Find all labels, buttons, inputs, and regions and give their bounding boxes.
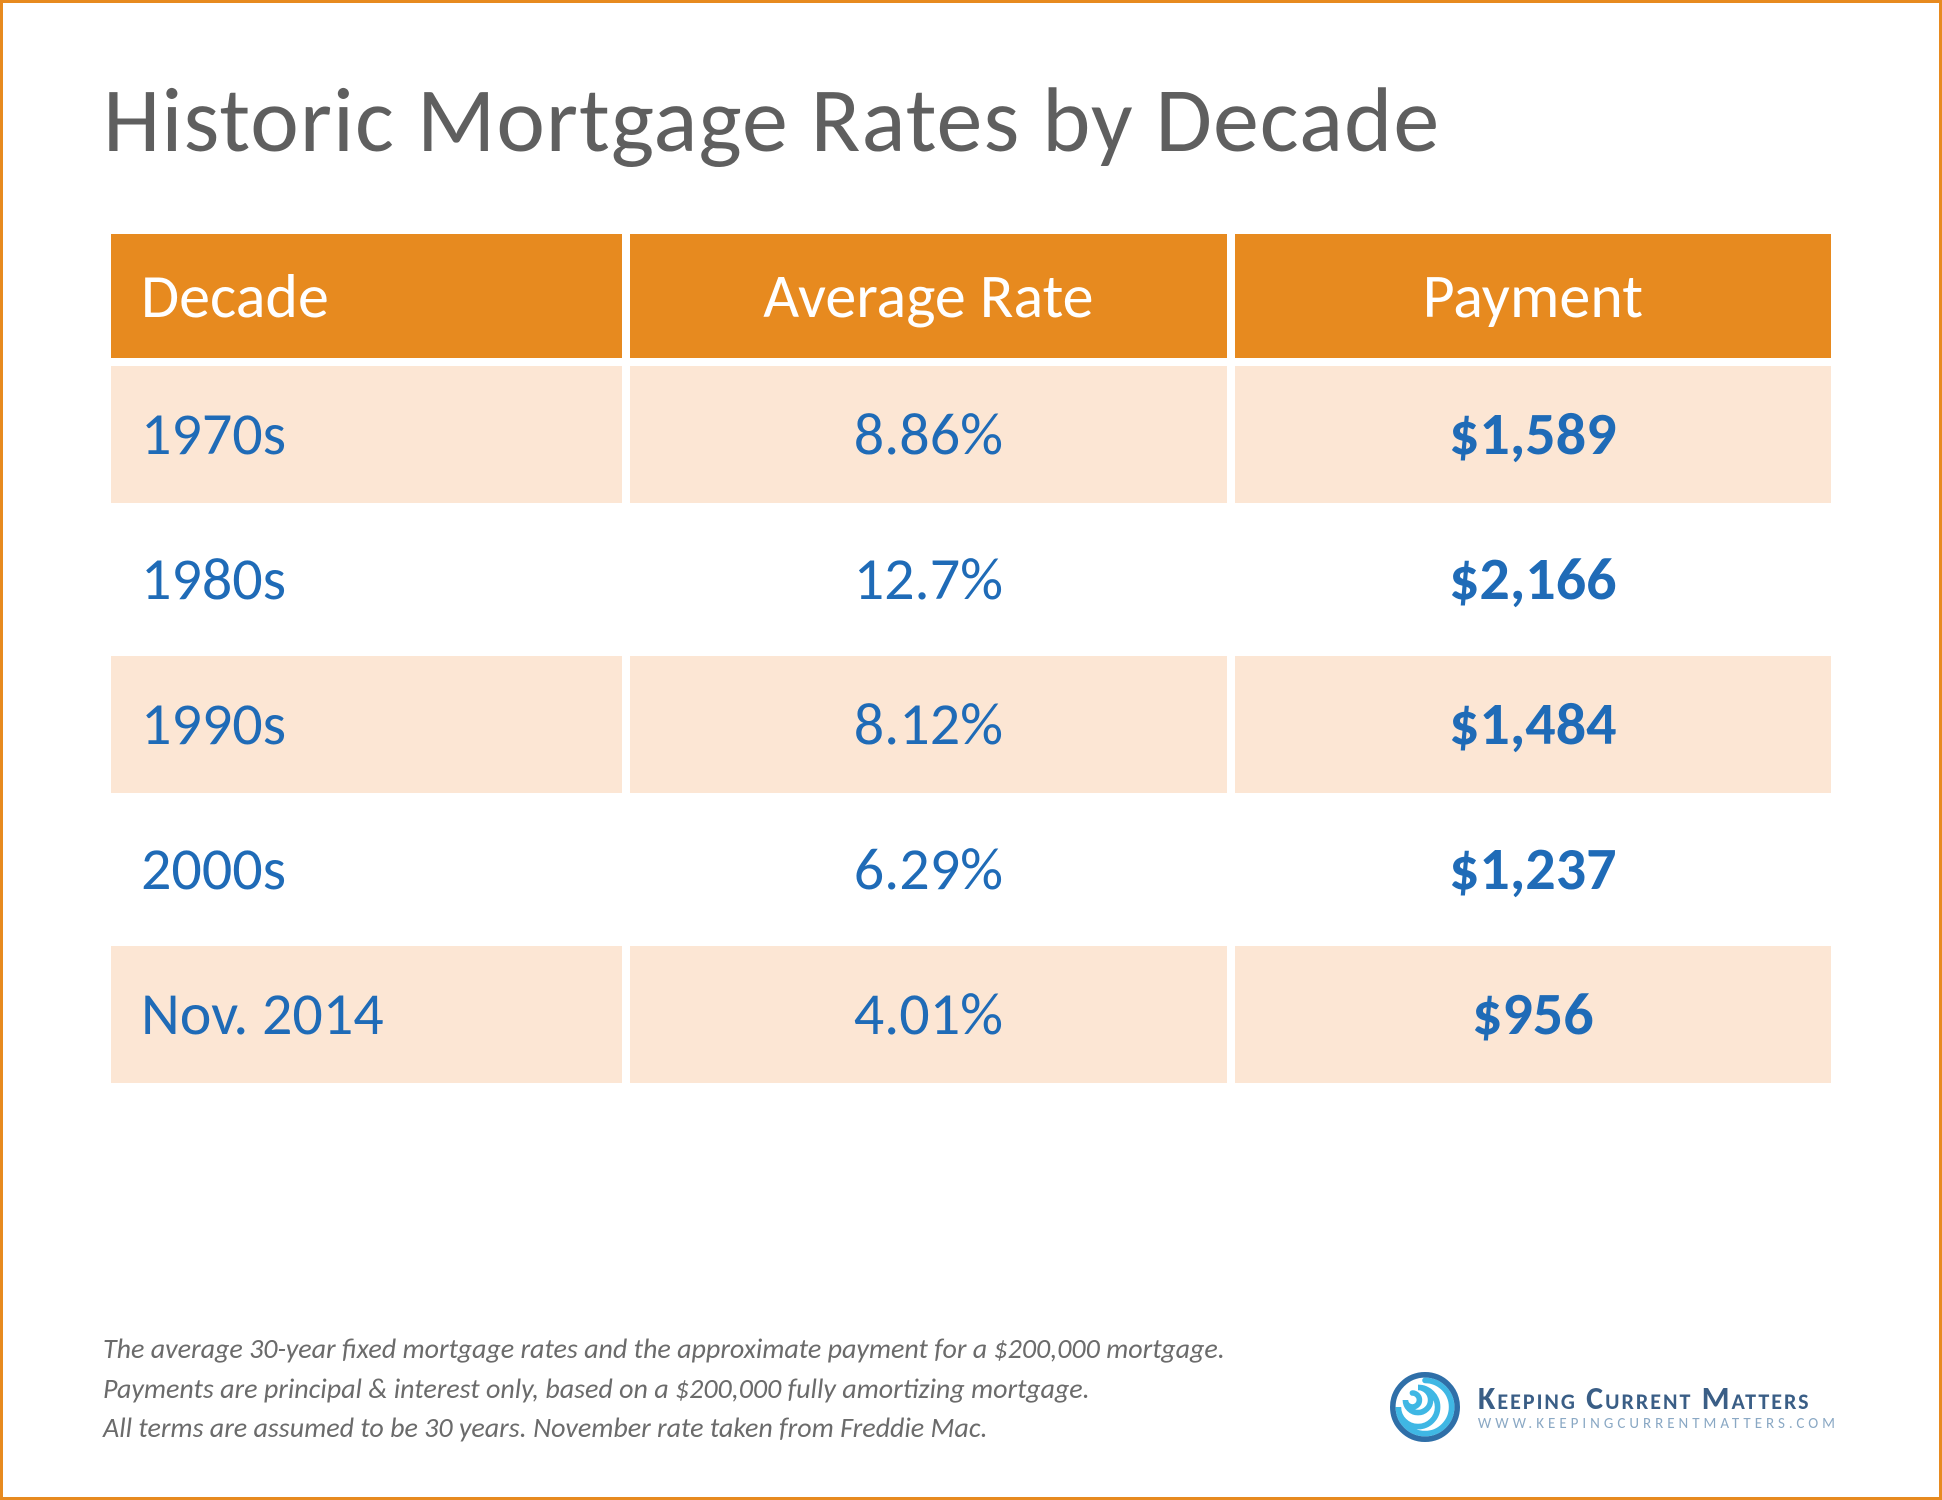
cell-decade: 2000s (111, 801, 622, 938)
infographic-frame: Historic Mortgage Rates by Decade Decade… (0, 0, 1942, 1500)
brand-text: Keeping Current Matters WWW.KEEPINGCURRE… (1478, 1381, 1839, 1433)
table-row: Nov. 2014 4.01% $956 (111, 946, 1831, 1083)
brand-url: WWW.KEEPINGCURRENTMATTERS.COM (1478, 1416, 1839, 1433)
brand-name: Keeping Current Matters (1478, 1381, 1839, 1416)
footnote-line: All terms are assumed to be 30 years. No… (103, 1408, 1403, 1447)
col-header-decade: Decade (111, 234, 622, 358)
table-row: 1980s 12.7% $2,166 (111, 511, 1831, 648)
cell-rate: 8.86% (630, 366, 1226, 503)
footnote: The average 30-year fixed mortgage rates… (103, 1329, 1403, 1447)
brand-logo-icon (1390, 1372, 1460, 1442)
cell-payment: $956 (1235, 946, 1831, 1083)
brand-block: Keeping Current Matters WWW.KEEPINGCURRE… (1390, 1372, 1839, 1442)
cell-rate: 6.29% (630, 801, 1226, 938)
footnote-line: Payments are principal & interest only, … (103, 1369, 1403, 1408)
rates-table: Decade Average Rate Payment 1970s 8.86% … (103, 226, 1839, 1091)
col-header-payment: Payment (1235, 234, 1831, 358)
cell-rate: 12.7% (630, 511, 1226, 648)
cell-payment: $1,237 (1235, 801, 1831, 938)
cell-rate: 4.01% (630, 946, 1226, 1083)
cell-payment: $1,589 (1235, 366, 1831, 503)
cell-decade: Nov. 2014 (111, 946, 622, 1083)
cell-payment: $2,166 (1235, 511, 1831, 648)
table-row: 1970s 8.86% $1,589 (111, 366, 1831, 503)
cell-payment: $1,484 (1235, 656, 1831, 793)
table-row: 1990s 8.12% $1,484 (111, 656, 1831, 793)
cell-decade: 1970s (111, 366, 622, 503)
table-row: 2000s 6.29% $1,237 (111, 801, 1831, 938)
cell-decade: 1980s (111, 511, 622, 648)
footnote-line: The average 30-year fixed mortgage rates… (103, 1329, 1403, 1368)
cell-decade: 1990s (111, 656, 622, 793)
cell-rate: 8.12% (630, 656, 1226, 793)
table-header-row: Decade Average Rate Payment (111, 234, 1831, 358)
col-header-rate: Average Rate (630, 234, 1226, 358)
page-title: Historic Mortgage Rates by Decade (103, 63, 1839, 176)
